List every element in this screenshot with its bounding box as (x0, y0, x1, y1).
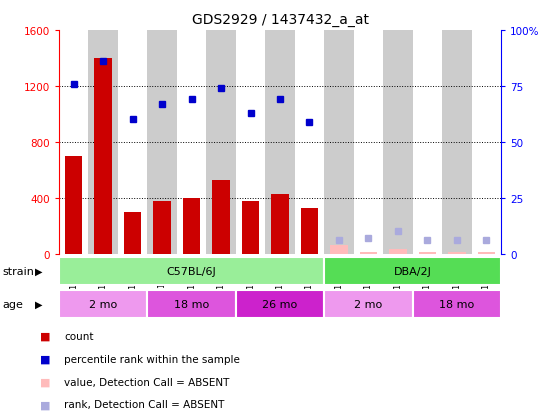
Text: ■: ■ (40, 399, 50, 409)
Text: ■: ■ (40, 354, 50, 364)
Bar (212, 180, 230, 254)
Bar (271, 194, 289, 254)
Bar (236, 290, 324, 318)
Text: count: count (64, 331, 94, 341)
Bar (419, 253, 436, 254)
Text: rank, Detection Call = ABSENT: rank, Detection Call = ABSENT (64, 399, 225, 409)
Text: 18 mo: 18 mo (174, 299, 209, 309)
Text: 2 mo: 2 mo (89, 299, 117, 309)
Text: C57BL/6J: C57BL/6J (167, 266, 216, 277)
Text: 18 mo: 18 mo (440, 299, 474, 309)
Bar (472, 31, 501, 254)
Bar (88, 31, 118, 254)
Title: GDS2929 / 1437432_a_at: GDS2929 / 1437432_a_at (192, 13, 368, 27)
Bar (448, 253, 466, 254)
Text: ▶: ▶ (35, 266, 43, 277)
Bar (442, 31, 472, 254)
Text: age: age (3, 299, 24, 309)
Bar (324, 31, 354, 254)
Bar (354, 31, 383, 254)
Text: 26 mo: 26 mo (263, 299, 297, 309)
Bar (265, 31, 295, 254)
Bar (295, 31, 324, 254)
Text: strain: strain (3, 266, 35, 277)
Bar (153, 201, 171, 254)
Bar (147, 31, 177, 254)
Bar (206, 31, 236, 254)
Bar (94, 59, 112, 254)
Bar (301, 208, 318, 254)
Text: ■: ■ (40, 331, 50, 341)
Bar (147, 290, 236, 318)
Text: ▶: ▶ (35, 299, 43, 309)
Bar (383, 31, 413, 254)
Text: percentile rank within the sample: percentile rank within the sample (64, 354, 240, 364)
Bar (236, 31, 265, 254)
Bar (413, 31, 442, 254)
Bar (389, 250, 407, 254)
Text: ■: ■ (40, 377, 50, 387)
Bar (124, 212, 141, 254)
Bar (118, 31, 147, 254)
Text: 2 mo: 2 mo (354, 299, 382, 309)
Bar (59, 290, 147, 318)
Bar (242, 201, 259, 254)
Bar (65, 157, 82, 254)
Bar (324, 290, 413, 318)
Text: DBA/2J: DBA/2J (394, 266, 432, 277)
Bar (177, 31, 206, 254)
Text: value, Detection Call = ABSENT: value, Detection Call = ABSENT (64, 377, 230, 387)
Bar (59, 31, 88, 254)
Bar (360, 253, 377, 254)
Bar (324, 258, 501, 285)
Bar (330, 246, 348, 254)
Bar (478, 253, 495, 254)
Bar (413, 290, 501, 318)
Bar (59, 258, 324, 285)
Bar (183, 198, 200, 254)
